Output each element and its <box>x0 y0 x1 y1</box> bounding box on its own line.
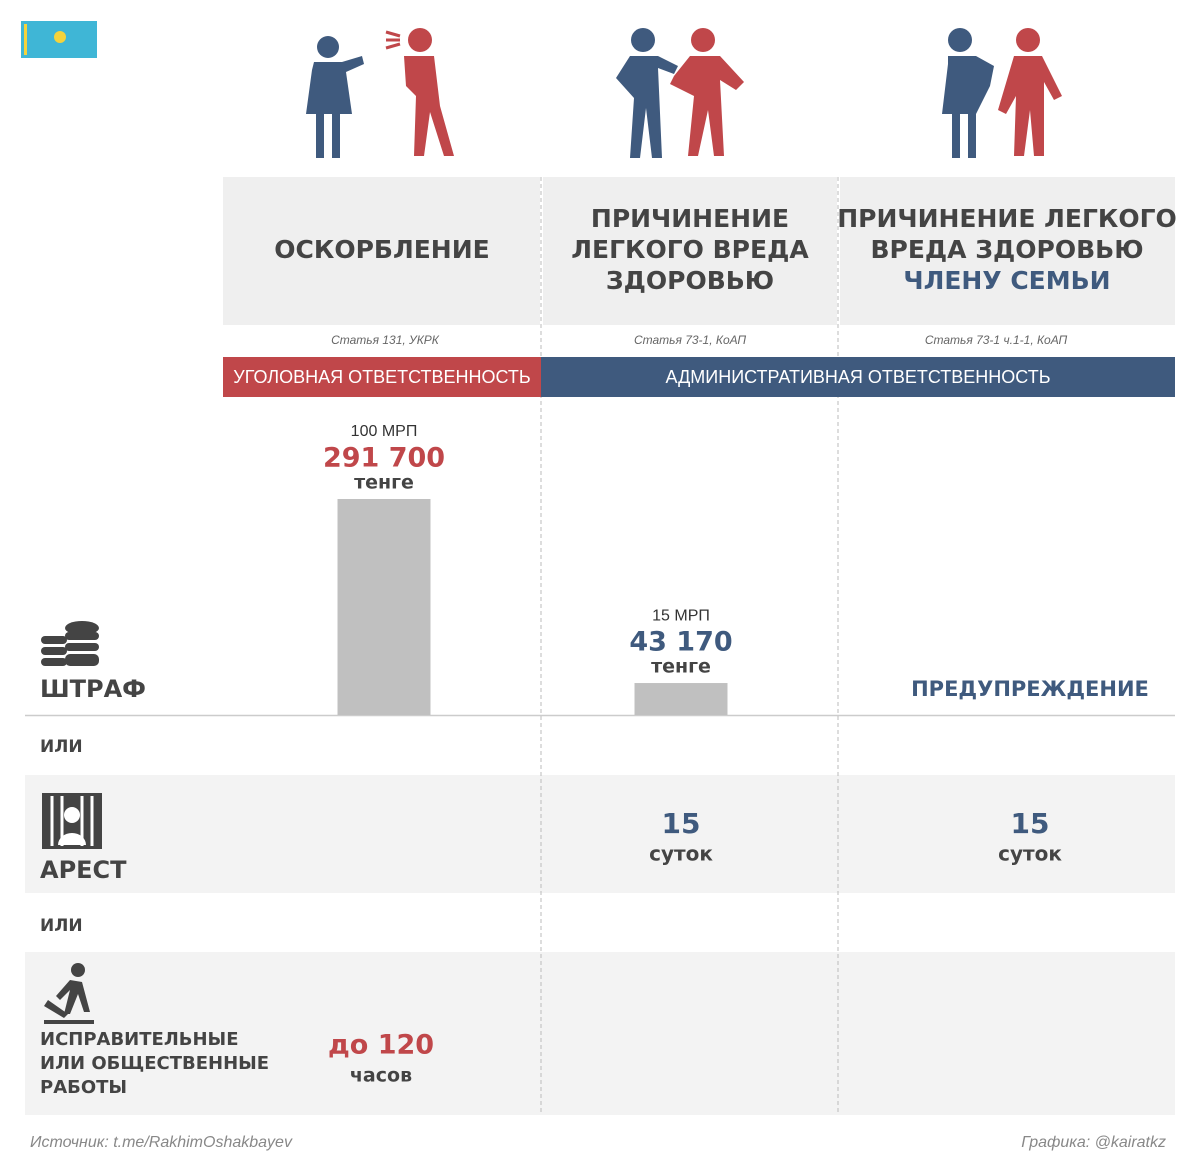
row-label: ШТРАФ <box>40 675 146 703</box>
row-label: ИЛИ <box>40 737 83 757</box>
row-label: АРЕСТ <box>40 856 127 884</box>
worker-icon <box>44 963 94 1024</box>
row-label: ИСПРАВИТЕЛЬНЫЕ <box>40 1029 239 1050</box>
fine-bar <box>634 683 728 715</box>
title-box <box>840 177 1175 325</box>
arrest-unit: суток <box>649 842 713 866</box>
fine-bar <box>337 499 431 715</box>
title-box <box>543 177 837 325</box>
fine-mrp: 15 МРП <box>652 607 710 624</box>
band-label: АДМИНИСТРАТИВНАЯ ОТВЕТСТВЕННОСТЬ <box>665 367 1050 387</box>
article: Статья 73-1 ч.1-1, КоАП <box>925 333 1068 347</box>
warning: ПРЕДУПРЕЖДЕНИЕ <box>911 677 1149 701</box>
row-label: РАБОТЫ <box>40 1077 127 1098</box>
row-bg <box>25 775 1175 893</box>
fine-amount: 43 170 <box>629 627 732 658</box>
article: Статья 73-1, КоАП <box>634 333 746 347</box>
column-title: ЗДОРОВЬЮ <box>606 266 774 295</box>
row-label: ИЛИ ОБЩЕСТВЕННЫЕ <box>40 1053 269 1074</box>
fine-mrp: 100 МРП <box>351 423 418 440</box>
arrest-amount: 15 <box>1011 807 1050 840</box>
coins-icon <box>41 621 99 666</box>
row-label: ИЛИ <box>40 916 83 936</box>
icons-people <box>306 28 1062 158</box>
row-bg <box>25 952 1175 1115</box>
flag <box>21 21 97 58</box>
column-title: ЛЕГКОГО ВРЕДА <box>571 235 809 264</box>
source: Источник: t.me/RakhimOshakbayev <box>30 1134 293 1151</box>
column-title: ОСКОРБЛЕНИЕ <box>274 235 489 264</box>
column-title-highlight: ЧЛЕНУ СЕМЬИ <box>903 266 1110 295</box>
works-unit: часов <box>350 1065 412 1087</box>
column-title: ПРИЧИНЕНИЕ <box>591 204 789 233</box>
band-label: УГОЛОВНАЯ ОТВЕТСТВЕННОСТЬ <box>233 367 530 387</box>
arrest-amount: 15 <box>662 807 701 840</box>
column-title: ВРЕДА ЗДОРОВЬЮ <box>870 235 1143 264</box>
credit: Графика: @kairatkz <box>1021 1134 1166 1151</box>
band-admin <box>541 357 1175 397</box>
jail-icon <box>42 793 102 849</box>
column-title: ПРИЧИНЕНИЕ ЛЕГКОГО <box>837 204 1177 233</box>
article: Статья 131, УКРК <box>331 333 440 347</box>
fine-amount: 291 700 <box>323 443 445 474</box>
arrest-unit: суток <box>998 842 1062 866</box>
fine-unit: тенге <box>354 472 414 494</box>
title-box <box>223 177 540 325</box>
band-criminal <box>223 357 541 397</box>
fine-unit: тенге <box>651 656 711 678</box>
works-amount: до 120 <box>328 1030 434 1061</box>
